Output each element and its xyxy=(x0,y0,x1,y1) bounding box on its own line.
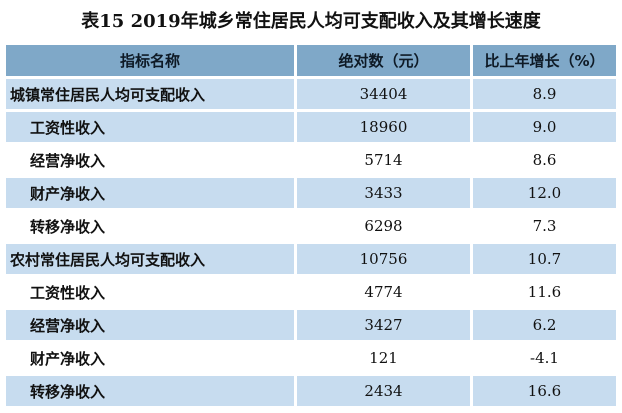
table-header-row: 指标名称 绝对数（元） 比上年增长（%） xyxy=(6,45,616,76)
table-row: 工资性收入 4774 11.6 xyxy=(6,277,616,307)
table-row: 财产净收入 121 -4.1 xyxy=(6,343,616,373)
header-indicator-name: 指标名称 xyxy=(6,45,294,76)
row-growth: 9.0 xyxy=(470,112,616,142)
row-value: 3433 xyxy=(294,178,470,208)
table-row: 财产净收入 3433 12.0 xyxy=(6,178,616,208)
table-row: 转移净收入 2434 16.6 xyxy=(6,376,616,406)
row-value: 121 xyxy=(294,343,470,373)
row-growth: 6.2 xyxy=(470,310,616,340)
row-growth: 8.9 xyxy=(470,79,616,109)
row-label: 经营净收入 xyxy=(6,310,294,340)
row-label: 农村常住居民人均可支配收入 xyxy=(6,244,294,274)
row-label: 工资性收入 xyxy=(30,283,106,302)
row-growth: 12.0 xyxy=(470,178,616,208)
row-growth: -4.1 xyxy=(470,343,616,373)
row-growth: 16.6 xyxy=(470,376,616,406)
row-value: 3427 xyxy=(294,310,470,340)
row-label: 城镇常住居民人均可支配收入 xyxy=(6,79,294,109)
income-table: 指标名称 绝对数（元） 比上年增长（%） 城镇常住居民人均可支配收入 34404… xyxy=(6,42,616,409)
table-title: 表15 2019年城乡常住居民人均可支配收入及其增长速度 xyxy=(81,11,541,32)
row-growth: 11.6 xyxy=(470,277,616,307)
row-value: 2434 xyxy=(294,376,470,406)
row-value: 6298 xyxy=(294,211,470,241)
header-absolute-value: 绝对数（元） xyxy=(294,45,470,76)
header-growth-rate: 比上年增长（%） xyxy=(470,45,616,76)
row-label: 财产净收入 xyxy=(6,178,294,208)
row-value: 34404 xyxy=(294,79,470,109)
table-row: 经营净收入 3427 6.2 xyxy=(6,310,616,340)
table-row: 转移净收入 6298 7.3 xyxy=(6,211,616,241)
row-value: 4774 xyxy=(294,277,470,307)
row-label: 经营净收入 xyxy=(30,151,106,170)
table-row: 城镇常住居民人均可支配收入 34404 8.9 xyxy=(6,79,616,109)
row-growth: 8.6 xyxy=(470,145,616,175)
row-label: 转移净收入 xyxy=(30,217,106,236)
row-value: 18960 xyxy=(294,112,470,142)
row-value: 5714 xyxy=(294,145,470,175)
row-label: 工资性收入 xyxy=(6,112,294,142)
row-growth: 10.7 xyxy=(470,244,616,274)
table-row: 工资性收入 18960 9.0 xyxy=(6,112,616,142)
row-label: 转移净收入 xyxy=(6,376,294,406)
row-label: 财产净收入 xyxy=(30,349,106,368)
row-growth: 7.3 xyxy=(470,211,616,241)
table-row: 农村常住居民人均可支配收入 10756 10.7 xyxy=(6,244,616,274)
table-row: 经营净收入 5714 8.6 xyxy=(6,145,616,175)
row-value: 10756 xyxy=(294,244,470,274)
